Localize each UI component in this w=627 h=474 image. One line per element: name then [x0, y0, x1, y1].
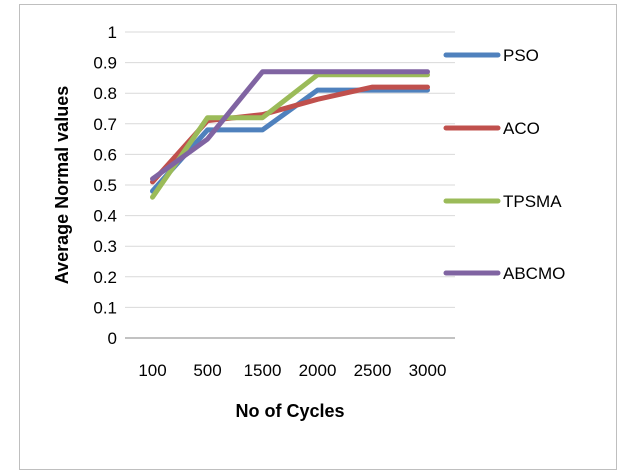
y-tick-label: 1 [108, 23, 117, 42]
legend-label: ABCMO [503, 264, 565, 283]
chart-frame [19, 4, 617, 470]
series-line-pso [150, 87, 430, 194]
legend-label: TPSMA [503, 192, 562, 211]
legend-label: ACO [503, 119, 540, 138]
legend-label: PSO [503, 46, 539, 65]
y-tick-label: 0.8 [93, 84, 117, 103]
y-tick-label: 0.1 [93, 298, 117, 317]
x-tick-label: 1500 [244, 361, 282, 380]
gridlines [125, 31, 455, 308]
y-tick-label: 0.3 [93, 237, 117, 256]
x-tick-label: 2500 [354, 361, 392, 380]
x-tick-labels: 100 500 1500 2000 2500 3000 [138, 361, 446, 380]
y-tick-label: 0.7 [93, 115, 117, 134]
series-line-tpsma [150, 72, 430, 200]
series-lines [150, 69, 430, 200]
x-tick-label: 3000 [409, 361, 447, 380]
y-tick-label: 0 [108, 329, 117, 348]
y-tick-label: 0.6 [93, 145, 117, 164]
y-tick-label: 0.4 [93, 207, 117, 226]
x-tick-label: 100 [138, 361, 166, 380]
y-tick-label: 0.5 [93, 176, 117, 195]
series-line-abcmo [150, 69, 430, 182]
x-axis-title: No of Cycles [235, 401, 344, 421]
x-tick-label: 2000 [299, 361, 337, 380]
y-tick-labels: 0 0.1 0.2 0.3 0.4 0.5 0.6 0.7 0.8 0.9 1 [93, 23, 117, 348]
y-tick-label: 0.2 [93, 268, 117, 287]
x-tick-label: 500 [193, 361, 221, 380]
y-axis-title: Average Normal values [52, 86, 72, 284]
y-tick-label: 0.9 [93, 54, 117, 73]
legend: PSO ACO TPSMA ABCMO [443, 46, 565, 283]
